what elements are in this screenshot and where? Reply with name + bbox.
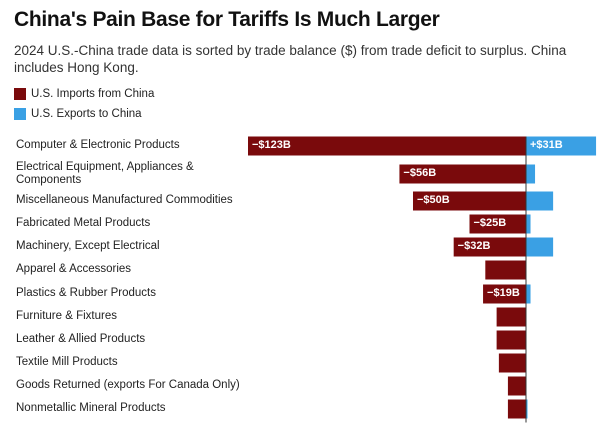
category-label-line: Fabricated Metal Products bbox=[16, 217, 151, 230]
bar-imports-machinery-except-electrical bbox=[453, 237, 526, 257]
category-label-nonmetallic-mineral-products: Nonmetallic Mineral Products bbox=[16, 402, 166, 416]
category-label-electrical-equipment-appliances-components: Electrical Equipment, Appliances & Compon… bbox=[16, 161, 194, 188]
chart-subtitle: 2024 U.S.-China trade data is sorted by … bbox=[14, 43, 567, 75]
legend-swatch-exports bbox=[14, 108, 26, 120]
bar-imports-computer-electronic-products bbox=[248, 136, 526, 156]
category-label-machinery-except-electrical: Machinery, Except Electrical bbox=[16, 240, 160, 254]
category-label-line: Machinery, Except Electrical bbox=[16, 240, 160, 253]
bar-exports-electrical-equipment-appliances-components bbox=[526, 164, 536, 184]
bar-exports-fabricated-metal-products bbox=[526, 214, 531, 234]
category-label-line: Leather & Allied Products bbox=[16, 333, 146, 346]
legend-label-imports: U.S. Imports from China bbox=[31, 88, 155, 100]
bar-imports-nonmetallic-mineral-products bbox=[507, 399, 526, 419]
category-label-line: Goods Returned (exports For Canada Only) bbox=[16, 379, 240, 392]
legend-item-imports: U.S. Imports from China bbox=[14, 88, 154, 100]
bar-imports-electrical-equipment-appliances-components bbox=[399, 164, 526, 184]
legend-swatch-imports bbox=[14, 88, 26, 100]
category-label-line: Electrical Equipment, Appliances & bbox=[16, 160, 194, 173]
value-label-imports-miscellaneous-manufactured-commodities: −$50B bbox=[416, 194, 450, 206]
value-label-imports-computer-electronic-products: −$123B bbox=[252, 139, 291, 151]
bar-exports-nonmetallic-mineral-products bbox=[526, 399, 528, 419]
category-label-fabricated-metal-products: Fabricated Metal Products bbox=[16, 217, 150, 231]
category-label-furniture-fixtures: Furniture & Fixtures bbox=[16, 310, 117, 324]
category-label-leather-allied-products: Leather & Allied Products bbox=[16, 333, 145, 347]
value-label-exports-computer-electronic-products: +$31B bbox=[530, 139, 563, 151]
category-label-line: Furniture & Fixtures bbox=[16, 310, 117, 323]
legend-item-exports: U.S. Exports to China bbox=[14, 108, 142, 120]
bar-imports-miscellaneous-manufactured-commodities bbox=[412, 191, 526, 211]
bar-exports-plastics-rubber-products bbox=[526, 284, 531, 304]
value-label-imports-machinery-except-electrical: −$32B bbox=[457, 240, 491, 252]
category-label-line: Textile Mill Products bbox=[16, 356, 118, 369]
category-label-plastics-rubber-products: Plastics & Rubber Products bbox=[16, 287, 156, 301]
category-label-line: Nonmetallic Mineral Products bbox=[16, 402, 166, 415]
bar-imports-plastics-rubber-products bbox=[483, 284, 526, 304]
bar-imports-textile-mill-products bbox=[498, 353, 526, 373]
legend-label-exports: U.S. Exports to China bbox=[31, 108, 142, 120]
category-label-line: Plastics & Rubber Products bbox=[16, 287, 156, 300]
bar-imports-fabricated-metal-products bbox=[469, 214, 526, 234]
bar-imports-leather-allied-products bbox=[496, 330, 526, 350]
category-label-textile-mill-products: Textile Mill Products bbox=[16, 356, 118, 370]
bar-exports-machinery-except-electrical bbox=[526, 237, 554, 257]
bar-imports-furniture-fixtures bbox=[496, 307, 526, 327]
category-label-computer-electronic-products: Computer & Electronic Products bbox=[16, 139, 180, 153]
category-label-line: Computer & Electronic Products bbox=[16, 139, 180, 152]
value-label-imports-fabricated-metal-products: −$25B bbox=[473, 217, 507, 229]
category-label-goods-returned-exports-for-canada-only: Goods Returned (exports For Canada Only) bbox=[16, 379, 240, 393]
value-label-imports-electrical-equipment-appliances-components: −$56B bbox=[403, 167, 437, 179]
chart-title: China's Pain Base for Tariffs Is Much La… bbox=[14, 8, 440, 31]
value-label-imports-plastics-rubber-products: −$19B bbox=[487, 287, 520, 299]
bar-imports-apparel-accessories bbox=[485, 260, 526, 280]
category-label-apparel-accessories: Apparel & Accessories bbox=[16, 263, 131, 277]
category-label-line: Components bbox=[16, 174, 82, 186]
category-label-line: Miscellaneous Manufactured Commodities bbox=[16, 194, 233, 207]
bar-exports-computer-electronic-products bbox=[526, 136, 597, 156]
bar-imports-goods-returned-exports-for-canada-only bbox=[507, 376, 526, 396]
bar-exports-miscellaneous-manufactured-commodities bbox=[526, 191, 554, 211]
category-label-miscellaneous-manufactured-commodities: Miscellaneous Manufactured Commodities bbox=[16, 194, 233, 208]
category-label-line: Apparel & Accessories bbox=[16, 263, 132, 276]
